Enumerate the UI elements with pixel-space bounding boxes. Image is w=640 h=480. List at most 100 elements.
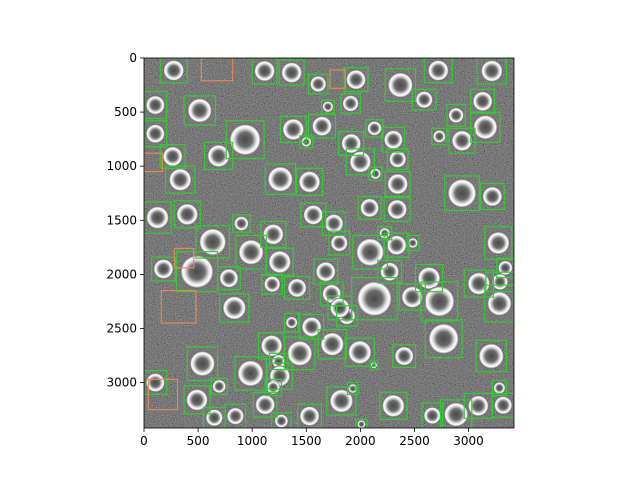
particle xyxy=(274,414,289,428)
y-tick-label: 2500 xyxy=(106,321,137,335)
detection-box-green xyxy=(144,201,172,234)
particle xyxy=(322,101,334,113)
particle xyxy=(146,206,169,229)
detection-box-orange xyxy=(147,378,179,411)
particle xyxy=(473,114,498,140)
particle xyxy=(287,340,313,367)
particle xyxy=(310,75,327,93)
detection-box-green xyxy=(183,95,217,126)
particle xyxy=(486,231,510,255)
detection-box-green xyxy=(195,225,231,259)
detection-box-green xyxy=(234,355,267,391)
detection-box-green xyxy=(300,202,327,228)
y-tick-label: 0 xyxy=(129,51,137,65)
detection-box-green xyxy=(384,170,411,198)
x-tick-label: 500 xyxy=(187,434,210,448)
detection-box-green xyxy=(327,295,353,321)
detection-box-green xyxy=(279,115,307,143)
particle xyxy=(145,95,165,115)
detection-box-green xyxy=(383,232,410,258)
detection-box-green xyxy=(377,226,393,241)
particle xyxy=(324,213,344,234)
particle xyxy=(360,198,380,218)
particle xyxy=(282,118,305,141)
particle xyxy=(423,285,455,317)
detection-box-green xyxy=(260,220,287,248)
particle xyxy=(387,72,414,98)
detection-box-green xyxy=(343,67,369,93)
detection-box-green xyxy=(431,127,448,146)
detection-box-green xyxy=(379,391,408,420)
detection-box-green xyxy=(346,381,359,396)
detection-box-orange xyxy=(173,247,195,269)
particle xyxy=(330,234,348,252)
detection-box-green xyxy=(411,88,437,111)
particle xyxy=(491,273,509,291)
particle xyxy=(163,59,185,81)
particle xyxy=(219,268,239,288)
particle xyxy=(329,297,350,318)
particle xyxy=(237,360,264,387)
detection-box-green xyxy=(271,412,292,428)
detection-box-green xyxy=(320,99,336,114)
detection-box-green xyxy=(470,88,496,114)
detection-box-green xyxy=(424,319,463,359)
particle xyxy=(447,178,477,208)
particle xyxy=(186,388,208,411)
particle xyxy=(262,223,284,245)
detection-box-green xyxy=(369,360,379,371)
detection-box-green xyxy=(357,195,382,220)
detection-box-green xyxy=(284,275,311,300)
particle xyxy=(299,406,320,427)
particle xyxy=(238,239,264,265)
detection-box-green xyxy=(475,339,508,373)
detection-box-green xyxy=(266,362,293,390)
x-tick-label: 1000 xyxy=(237,434,268,448)
particle xyxy=(387,173,409,195)
particle xyxy=(389,150,407,168)
particle xyxy=(301,316,322,337)
particle xyxy=(189,350,216,377)
detection-box-green xyxy=(444,175,480,212)
detection-box-green xyxy=(479,182,505,211)
particle xyxy=(349,150,372,173)
detection-box-green xyxy=(321,211,346,237)
particle xyxy=(382,394,405,418)
detection-box-green xyxy=(307,113,337,139)
particle xyxy=(386,235,407,256)
particle xyxy=(212,379,227,394)
particle xyxy=(487,291,512,316)
detection-box-green xyxy=(368,166,383,181)
particle xyxy=(266,380,281,395)
particle xyxy=(180,254,214,289)
detection-box-green xyxy=(392,344,417,369)
detection-box-green xyxy=(284,312,300,333)
detection-box-green xyxy=(278,59,305,86)
detection-box-green xyxy=(299,135,314,149)
particle xyxy=(168,168,192,192)
detection-box-green xyxy=(476,58,508,85)
detection-box-green xyxy=(219,293,250,323)
detection-box-green xyxy=(225,120,265,160)
detection-box-green xyxy=(317,328,347,360)
particle xyxy=(448,107,464,124)
particle xyxy=(205,409,223,427)
detection-box-green xyxy=(265,247,294,277)
particle xyxy=(260,334,283,357)
detection-box-green xyxy=(470,111,501,143)
particle xyxy=(267,166,294,192)
detection-box-green xyxy=(386,148,409,171)
particle xyxy=(451,130,473,152)
particle xyxy=(153,258,174,279)
detection-box-green xyxy=(439,399,473,428)
detection-box-green xyxy=(326,386,357,416)
x-tick-label: 2000 xyxy=(345,434,376,448)
particle xyxy=(478,343,505,369)
detection-box-green xyxy=(345,148,376,176)
particle xyxy=(348,383,358,394)
detection-box-green xyxy=(398,283,426,311)
detection-box-green xyxy=(159,58,188,84)
detection-box-green xyxy=(313,258,339,285)
particle xyxy=(315,261,336,282)
detection-box-green xyxy=(463,269,495,298)
